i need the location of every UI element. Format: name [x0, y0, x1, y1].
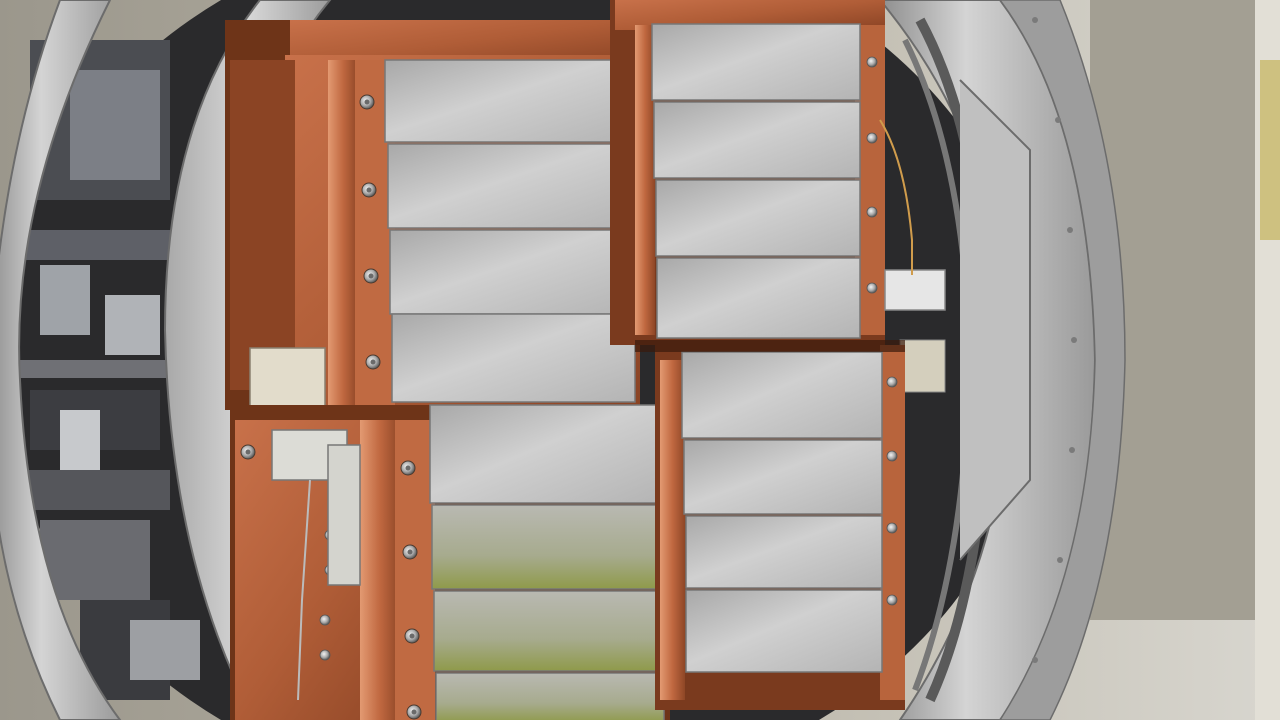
module-lower-right — [655, 345, 905, 710]
silver-plate — [656, 257, 861, 339]
silver-plate — [431, 504, 663, 590]
connector-block — [884, 269, 946, 311]
silver-plate — [433, 590, 665, 672]
silver-plate — [683, 439, 883, 515]
silver-plate — [435, 672, 665, 720]
silver-plate — [387, 143, 634, 229]
silver-plate — [389, 229, 634, 315]
silver-plate — [653, 101, 861, 179]
module-upper-left — [225, 20, 640, 411]
silver-plate — [391, 313, 636, 403]
silver-plate — [655, 179, 861, 257]
silver-plate — [384, 59, 634, 143]
silver-plate — [685, 589, 883, 673]
chamber-ring-left — [0, 0, 122, 720]
module-upper-right — [610, 0, 885, 345]
silver-plate — [651, 23, 861, 101]
silver-plate — [681, 351, 883, 439]
module-lower-left — [230, 404, 670, 720]
silver-plate — [429, 404, 663, 504]
silver-plate — [685, 515, 883, 589]
